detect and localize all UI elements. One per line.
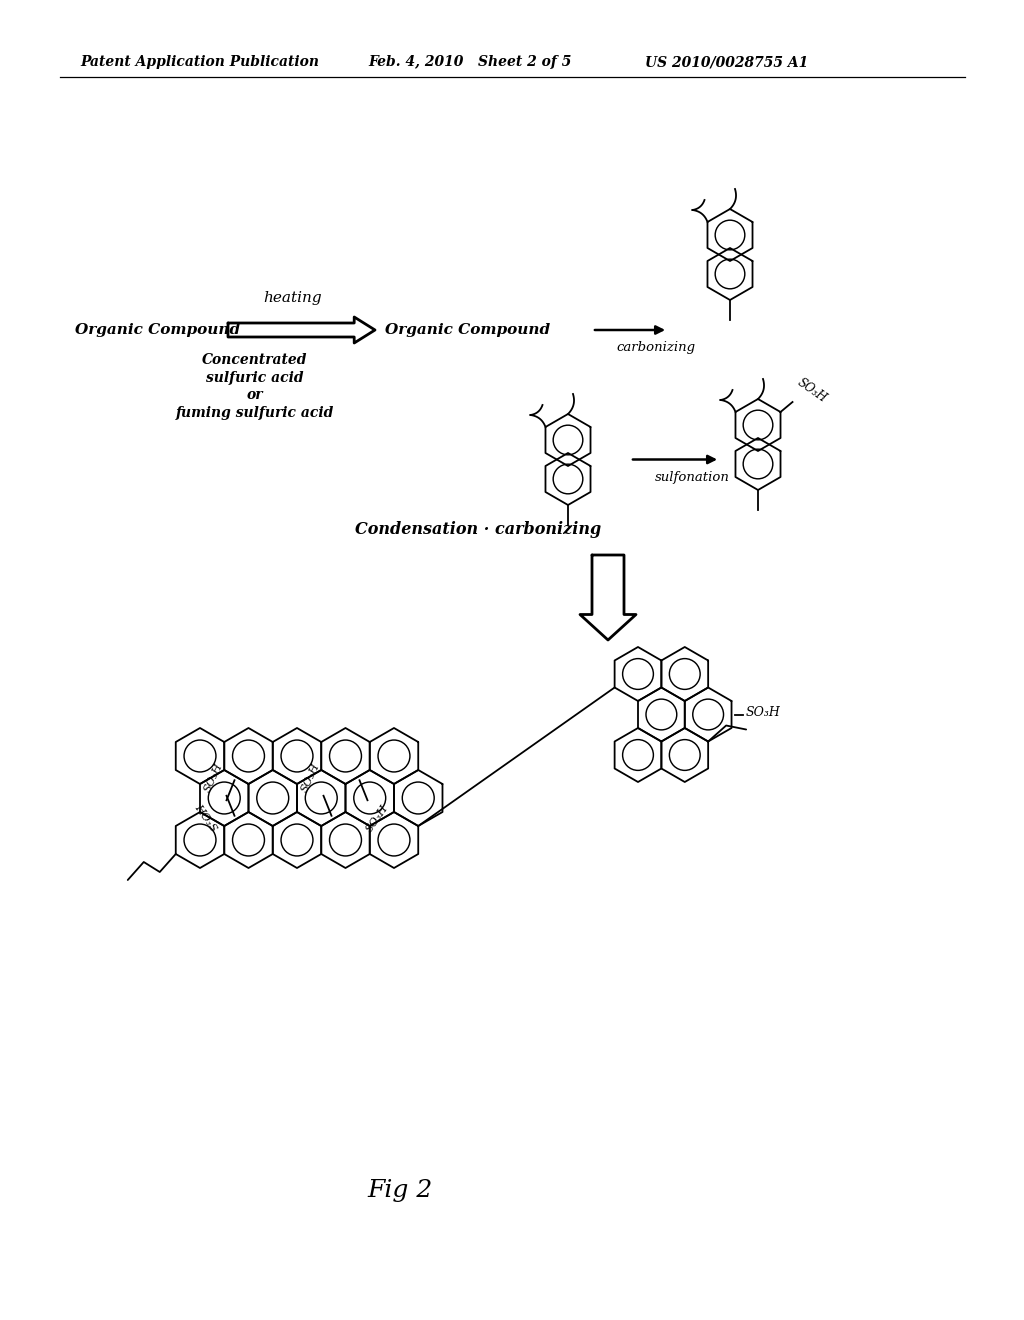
Text: Feb. 4, 2010   Sheet 2 of 5: Feb. 4, 2010 Sheet 2 of 5 — [368, 55, 571, 69]
Text: sulfuric acid: sulfuric acid — [206, 371, 304, 385]
Text: sulfonation: sulfonation — [655, 471, 730, 484]
Text: fuming sulfuric acid: fuming sulfuric acid — [176, 407, 334, 420]
Text: US 2010/0028755 A1: US 2010/0028755 A1 — [645, 55, 808, 69]
Text: heating: heating — [264, 290, 323, 305]
Text: Organic Compound: Organic Compound — [385, 323, 550, 337]
Text: SO₃H: SO₃H — [299, 762, 322, 793]
Text: Fig 2: Fig 2 — [368, 1179, 432, 1201]
Text: SO₃H: SO₃H — [365, 803, 390, 834]
Polygon shape — [228, 317, 375, 343]
Text: Concentrated: Concentrated — [203, 352, 308, 367]
Text: HO₃S: HO₃S — [193, 803, 218, 834]
Text: SO₃H: SO₃H — [203, 762, 224, 793]
Text: Patent Application Publication: Patent Application Publication — [80, 55, 319, 69]
Text: or: or — [247, 388, 263, 403]
Text: carbonizing: carbonizing — [616, 342, 695, 355]
Text: SO₃H: SO₃H — [795, 375, 828, 405]
Polygon shape — [580, 554, 636, 640]
Text: SO₃H: SO₃H — [745, 706, 780, 719]
Text: Condensation · carbonizing: Condensation · carbonizing — [355, 521, 601, 539]
Text: Organic Compound: Organic Compound — [75, 323, 240, 337]
